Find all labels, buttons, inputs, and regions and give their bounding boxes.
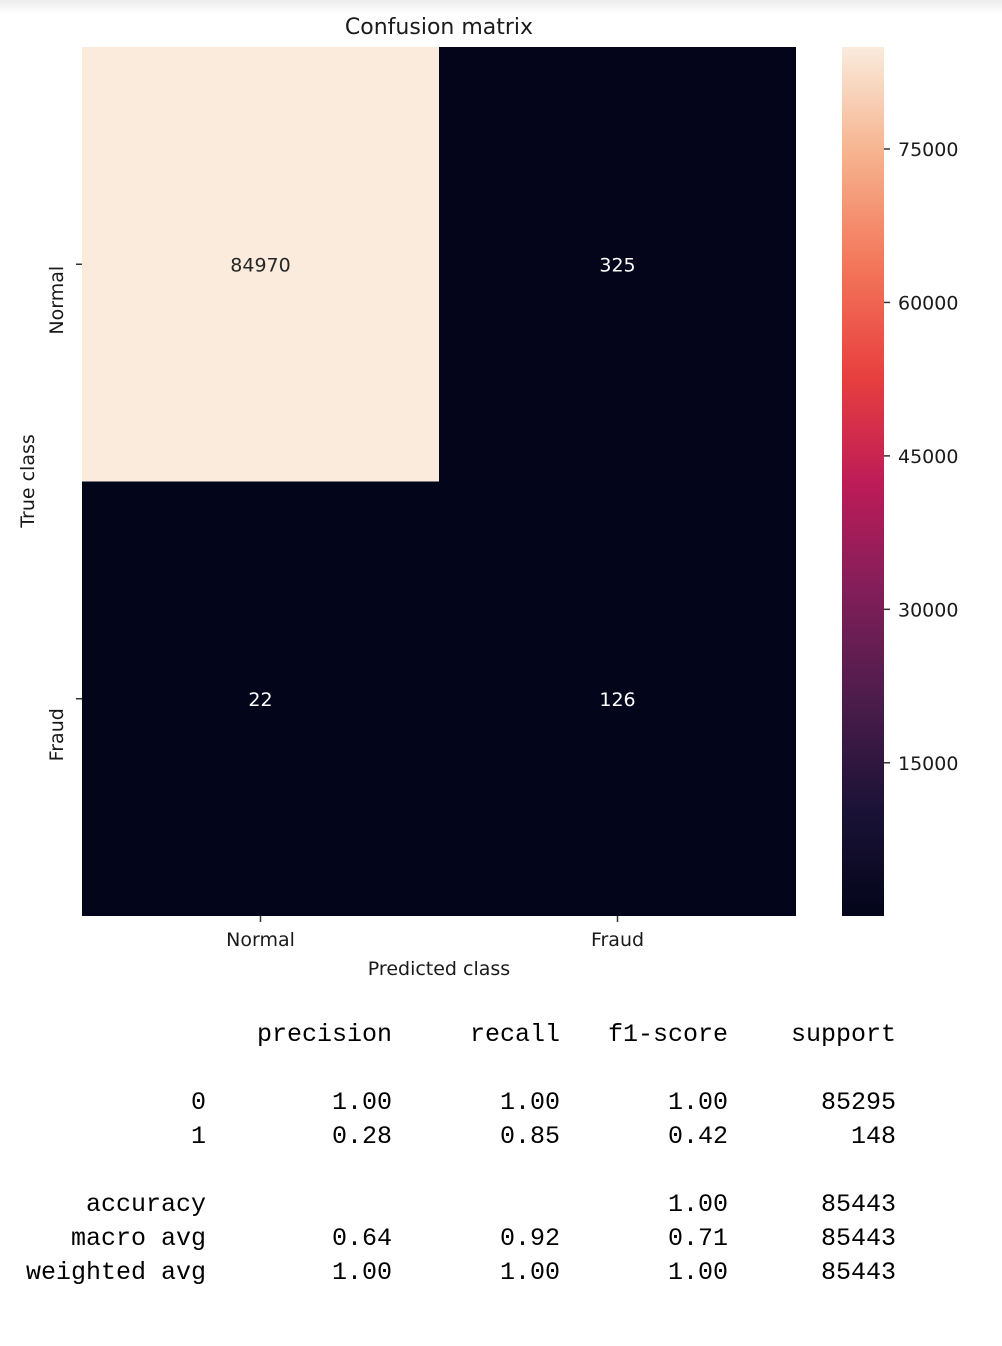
report-header-row: precision recall f1-score support <box>0 1018 1002 1052</box>
report-row: 0 1.00 1.00 1.00 85295 <box>0 1086 1002 1120</box>
y-tick-label: Normal <box>46 266 68 335</box>
colorbar-tick-label: 30000 <box>898 599 958 621</box>
chart-title: Confusion matrix <box>345 15 533 40</box>
report-row: accuracy 1.00 85443 <box>0 1188 1002 1222</box>
colorbar-tick-label: 60000 <box>898 292 958 314</box>
header-f1-score: f1-score <box>607 1020 728 1049</box>
f1-value: 1.00 <box>667 1088 728 1117</box>
recall-value: 1.00 <box>499 1088 560 1117</box>
y-tick-label: Fraud <box>46 708 68 761</box>
header-support: support <box>790 1020 896 1049</box>
row-label: macro avg <box>70 1224 206 1253</box>
x-tick-label: Fraud <box>591 929 644 951</box>
support-value: 85295 <box>820 1088 896 1117</box>
f1-value: 0.42 <box>667 1122 728 1151</box>
colorbar-tick-label: 45000 <box>898 446 958 468</box>
cell-value-label: 126 <box>599 689 635 711</box>
f1-value: 1.00 <box>667 1190 728 1219</box>
x-axis-label: Predicted class <box>368 958 510 980</box>
x-tick-label: Normal <box>226 929 295 951</box>
support-value: 85443 <box>820 1258 896 1287</box>
colorbar-tick-label: 15000 <box>898 753 958 775</box>
recall-value: 0.92 <box>499 1224 560 1253</box>
header-recall: recall <box>469 1020 560 1049</box>
row-label: 0 <box>190 1088 206 1117</box>
report-row: macro avg 0.64 0.92 0.71 85443 <box>0 1222 1002 1256</box>
heatmap-cell <box>439 481 796 916</box>
row-label: 1 <box>190 1122 206 1151</box>
header-precision: precision <box>256 1020 392 1049</box>
support-value: 85443 <box>820 1224 896 1253</box>
report-row: weighted avg 1.00 1.00 1.00 85443 <box>0 1256 1002 1290</box>
report-row: 1 0.28 0.85 0.42 148 <box>0 1120 1002 1154</box>
output-top-shadow <box>0 0 1002 14</box>
y-axis-label: True class <box>17 434 39 529</box>
support-value: 85443 <box>820 1190 896 1219</box>
heatmap-cell <box>82 47 439 482</box>
cell-value-label: 325 <box>599 254 635 276</box>
classification-report: precision recall f1-score support 0 1.00… <box>0 1012 1002 1312</box>
f1-value: 0.71 <box>667 1224 728 1253</box>
precision-value: 1.00 <box>331 1088 392 1117</box>
recall-value: 0.85 <box>499 1122 560 1151</box>
precision-value: 1.00 <box>331 1258 392 1287</box>
heatmap-cell <box>82 481 439 916</box>
support-value: 148 <box>850 1122 896 1151</box>
row-label: weighted avg <box>25 1258 206 1287</box>
recall-value: 1.00 <box>499 1258 560 1287</box>
colorbar-tick-label: 75000 <box>898 139 958 161</box>
cell-value-label: 84970 <box>230 254 290 276</box>
confusion-matrix-chart: Confusion matrix 84970 325 22 126 Normal Fra… <box>17 15 958 980</box>
colorbar <box>842 47 884 916</box>
cell-value-label: 22 <box>248 689 272 711</box>
row-label: accuracy <box>85 1190 206 1219</box>
precision-value: 0.64 <box>331 1224 392 1253</box>
heatmap-cell <box>439 47 796 482</box>
f1-value: 1.00 <box>667 1258 728 1287</box>
precision-value: 0.28 <box>331 1122 392 1151</box>
